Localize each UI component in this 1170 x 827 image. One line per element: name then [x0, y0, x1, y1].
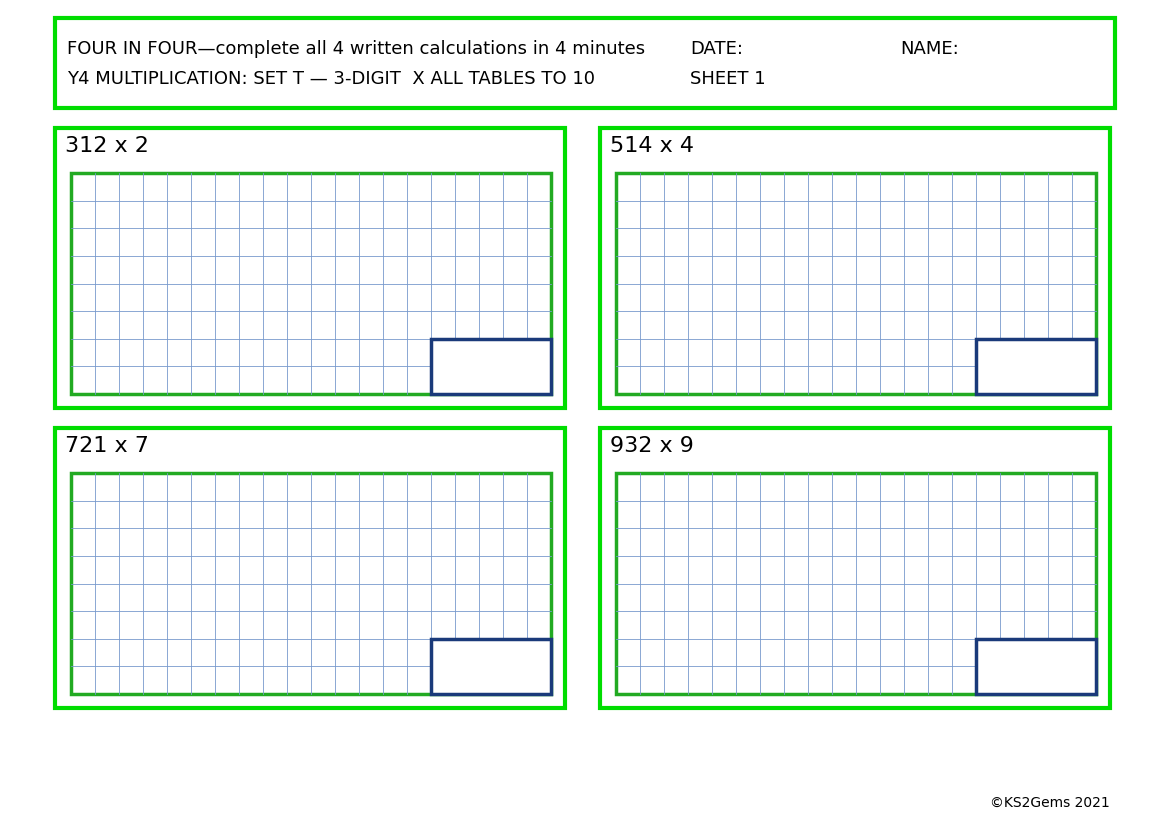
Bar — [71, 173, 551, 394]
Text: 721 x 7: 721 x 7 — [66, 436, 149, 456]
Bar — [431, 339, 551, 394]
Text: DATE:: DATE: — [690, 40, 743, 58]
Text: 514 x 4: 514 x 4 — [610, 136, 694, 156]
Bar — [600, 428, 1110, 708]
Text: NAME:: NAME: — [900, 40, 958, 58]
Bar — [55, 128, 565, 408]
Bar — [431, 638, 551, 694]
Text: Y4 MULTIPLICATION: SET T — 3-DIGIT  X ALL TABLES TO 10: Y4 MULTIPLICATION: SET T — 3-DIGIT X ALL… — [67, 70, 596, 88]
Bar — [55, 18, 1115, 108]
Bar — [600, 128, 1110, 408]
Bar — [615, 173, 1096, 394]
Text: SHEET 1: SHEET 1 — [690, 70, 765, 88]
Bar — [976, 638, 1096, 694]
Text: 312 x 2: 312 x 2 — [66, 136, 149, 156]
Bar — [615, 473, 1096, 694]
Bar — [71, 473, 551, 694]
Text: ©KS2Gems 2021: ©KS2Gems 2021 — [990, 796, 1110, 810]
Text: 932 x 9: 932 x 9 — [610, 436, 694, 456]
Bar — [976, 339, 1096, 394]
Text: FOUR IN FOUR—complete all 4 written calculations in 4 minutes: FOUR IN FOUR—complete all 4 written calc… — [67, 40, 645, 58]
Bar — [55, 428, 565, 708]
